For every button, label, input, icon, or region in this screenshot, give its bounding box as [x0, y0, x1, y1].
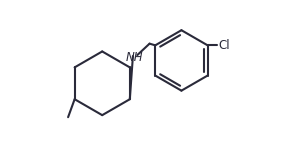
Text: NH: NH	[126, 51, 144, 65]
Text: Cl: Cl	[218, 39, 230, 52]
